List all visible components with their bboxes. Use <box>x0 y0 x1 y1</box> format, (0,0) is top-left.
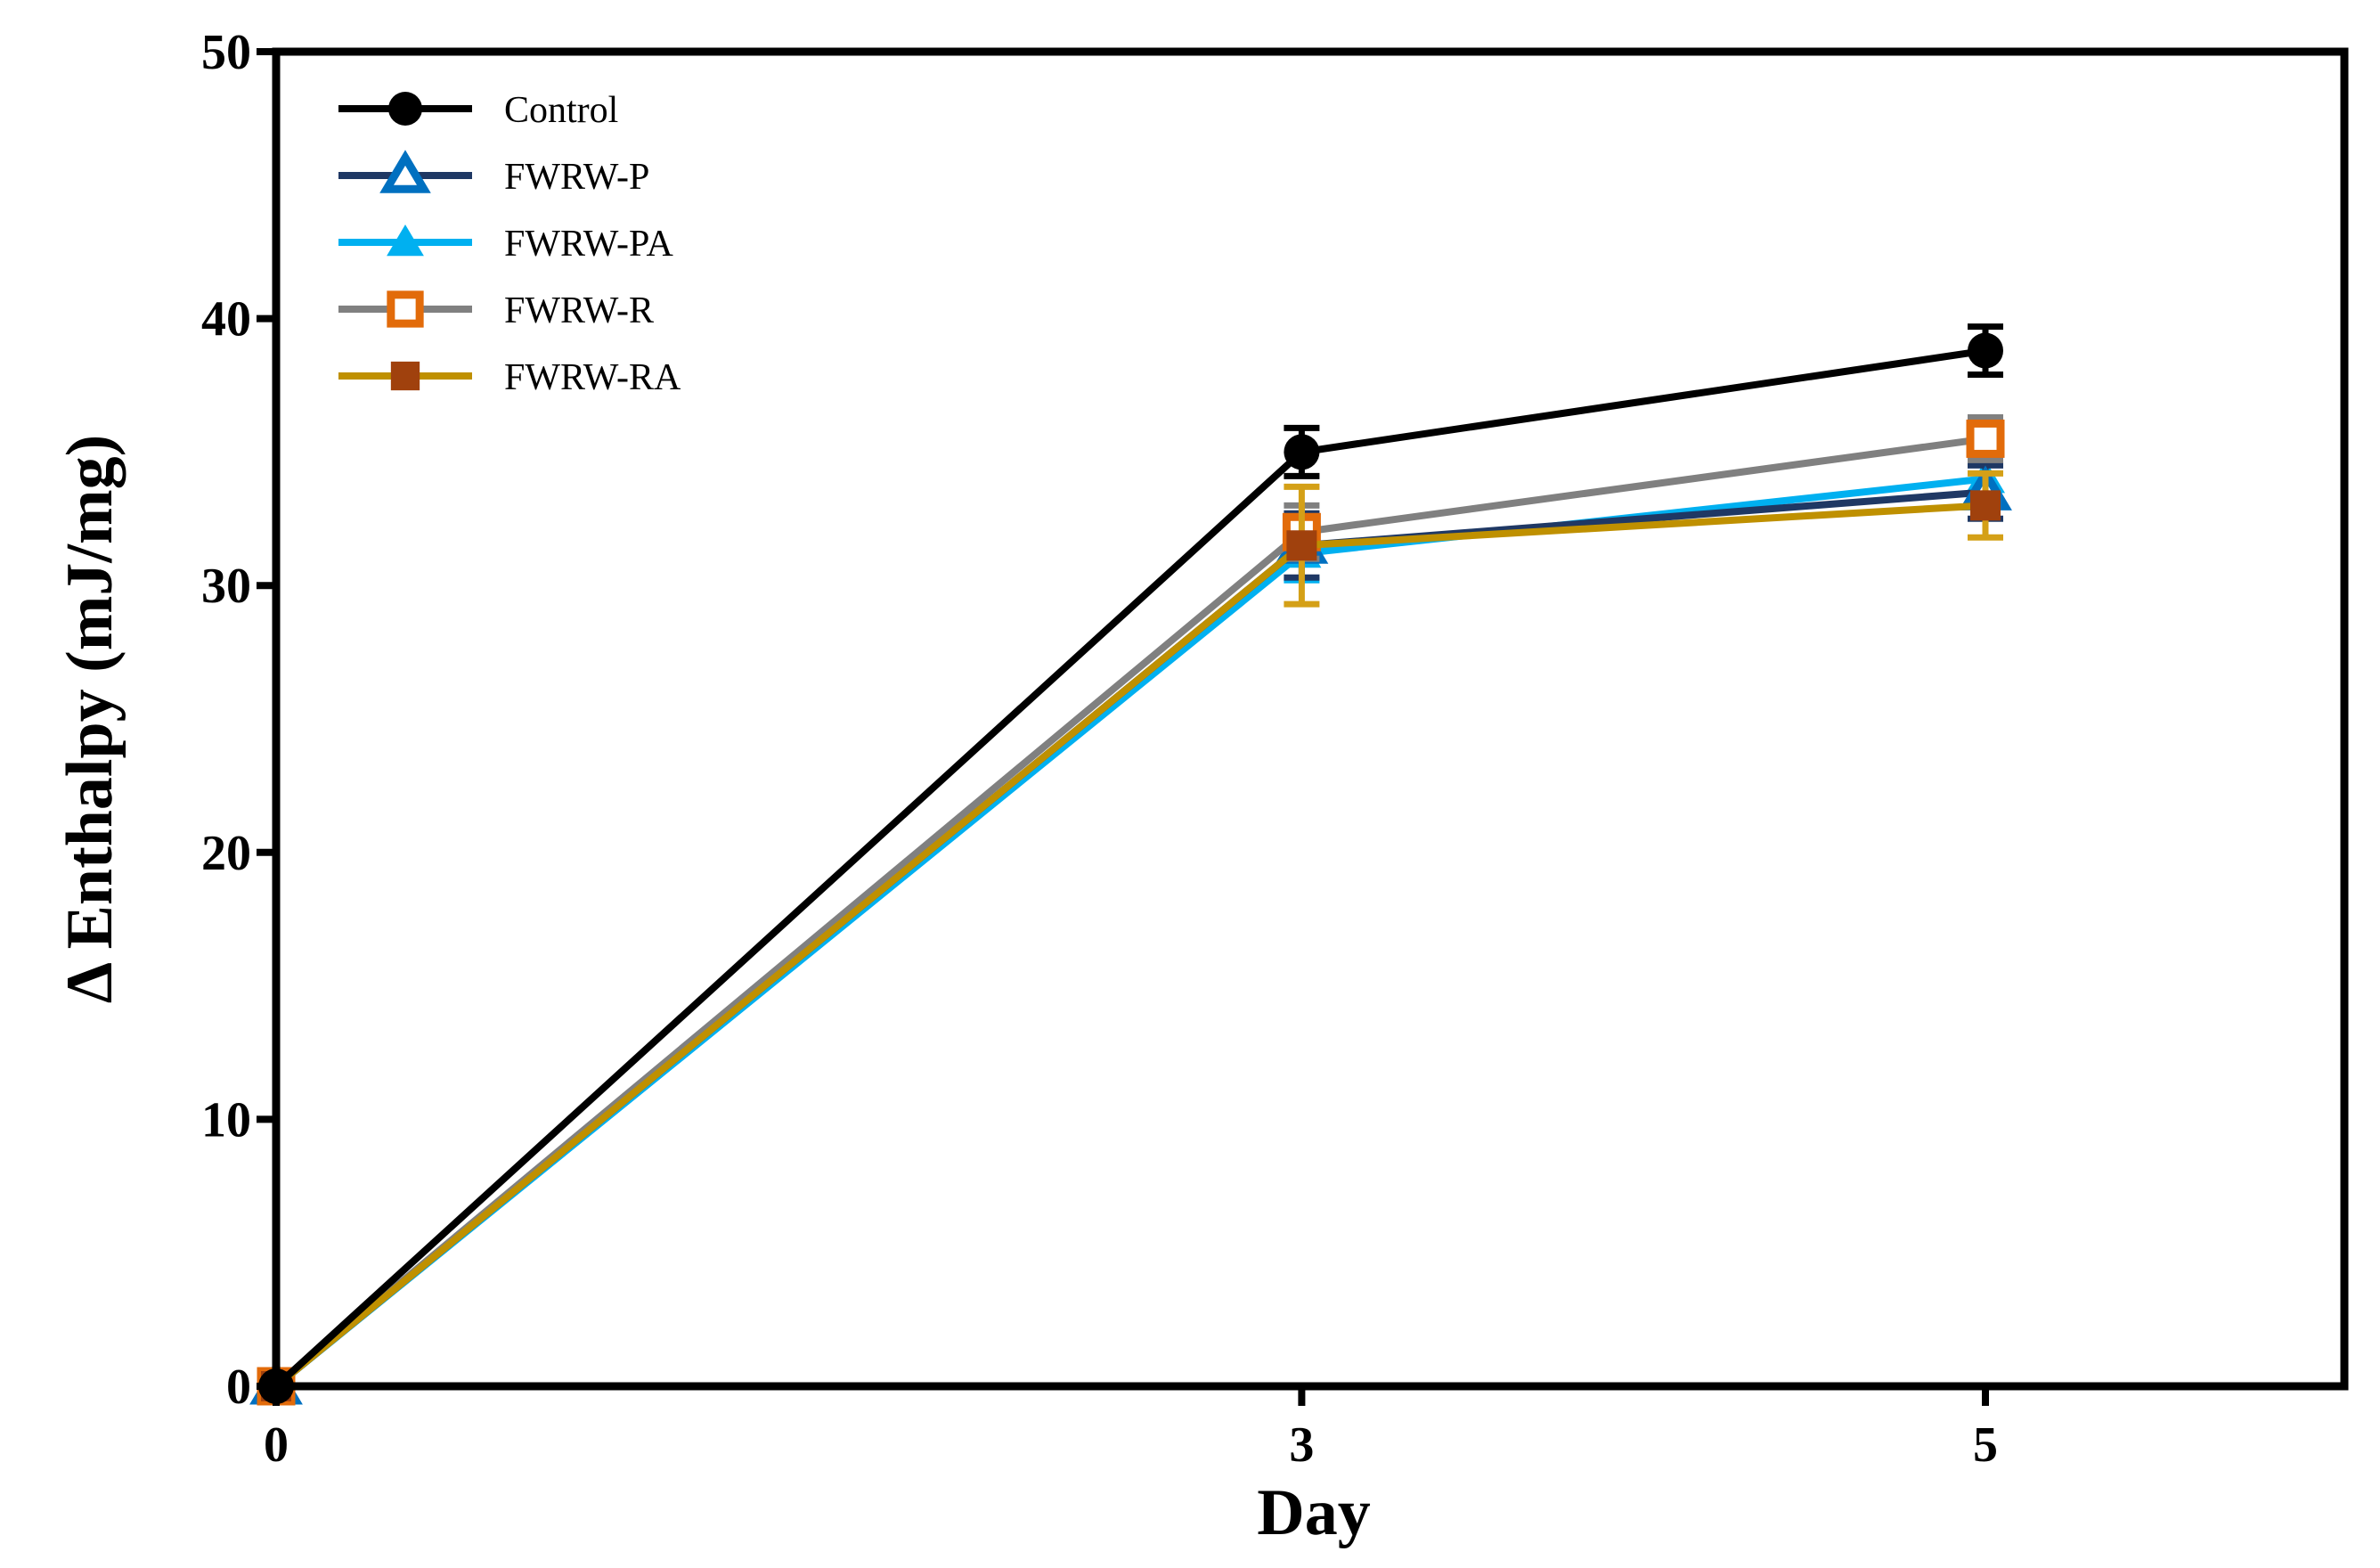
y-tick-label: 0 <box>226 1360 251 1415</box>
series-line <box>273 488 1986 1390</box>
data-point <box>1286 530 1317 561</box>
series-fwrw-r <box>257 413 2005 1406</box>
series-line <box>273 502 1986 1390</box>
legend-marker <box>387 225 424 257</box>
legend-marker <box>379 150 431 193</box>
legend: Control FWRW-P FWRW-PA FWRW-R FWRW-RA <box>338 90 681 398</box>
y-tick-label: 30 <box>201 559 251 614</box>
legend-entry-control: Control <box>338 90 618 131</box>
x-tick-label: 3 <box>1289 1417 1314 1473</box>
axes: 0 10 20 30 40 50 0 3 5 <box>201 25 1998 1473</box>
legend-marker <box>387 290 424 328</box>
y-axis-title: Δ Enthalpy (mJ/mg) <box>53 435 126 1003</box>
series-fwrw-pa <box>257 448 2006 1401</box>
data-point <box>1968 332 2004 369</box>
legend-label: FWRW-RA <box>504 357 681 398</box>
legend-marker <box>388 92 422 126</box>
x-tick-label: 5 <box>1973 1417 1998 1473</box>
series-fwrw-ra <box>261 470 2004 1401</box>
legend-marker <box>390 361 420 391</box>
data-point <box>1966 419 2005 458</box>
series-line <box>273 475 1986 1390</box>
x-tick-label: 0 <box>264 1417 289 1473</box>
legend-label: Control <box>504 90 618 131</box>
legend-label: FWRW-PA <box>504 224 674 265</box>
legend-entry-fwrw-ra: FWRW-RA <box>338 357 681 398</box>
series-control <box>258 323 2004 1404</box>
x-axis-title: Day <box>1257 1476 1370 1549</box>
data-point <box>1284 434 1320 470</box>
y-tick-label: 40 <box>201 292 251 347</box>
plot-frame <box>272 47 2349 1391</box>
legend-entry-fwrw-pa: FWRW-PA <box>338 224 674 265</box>
legend-label: FWRW-P <box>504 157 649 198</box>
y-tick-label: 50 <box>201 25 251 80</box>
data-point <box>1970 490 2001 521</box>
y-tick-label: 10 <box>201 1092 251 1147</box>
plot-area <box>249 323 2012 1406</box>
legend-label: FWRW-R <box>504 290 654 331</box>
series-line <box>273 435 1986 1390</box>
legend-entry-fwrw-p: FWRW-P <box>338 150 649 198</box>
y-tick-label: 20 <box>201 826 251 881</box>
legend-entry-fwrw-r: FWRW-R <box>338 290 654 331</box>
